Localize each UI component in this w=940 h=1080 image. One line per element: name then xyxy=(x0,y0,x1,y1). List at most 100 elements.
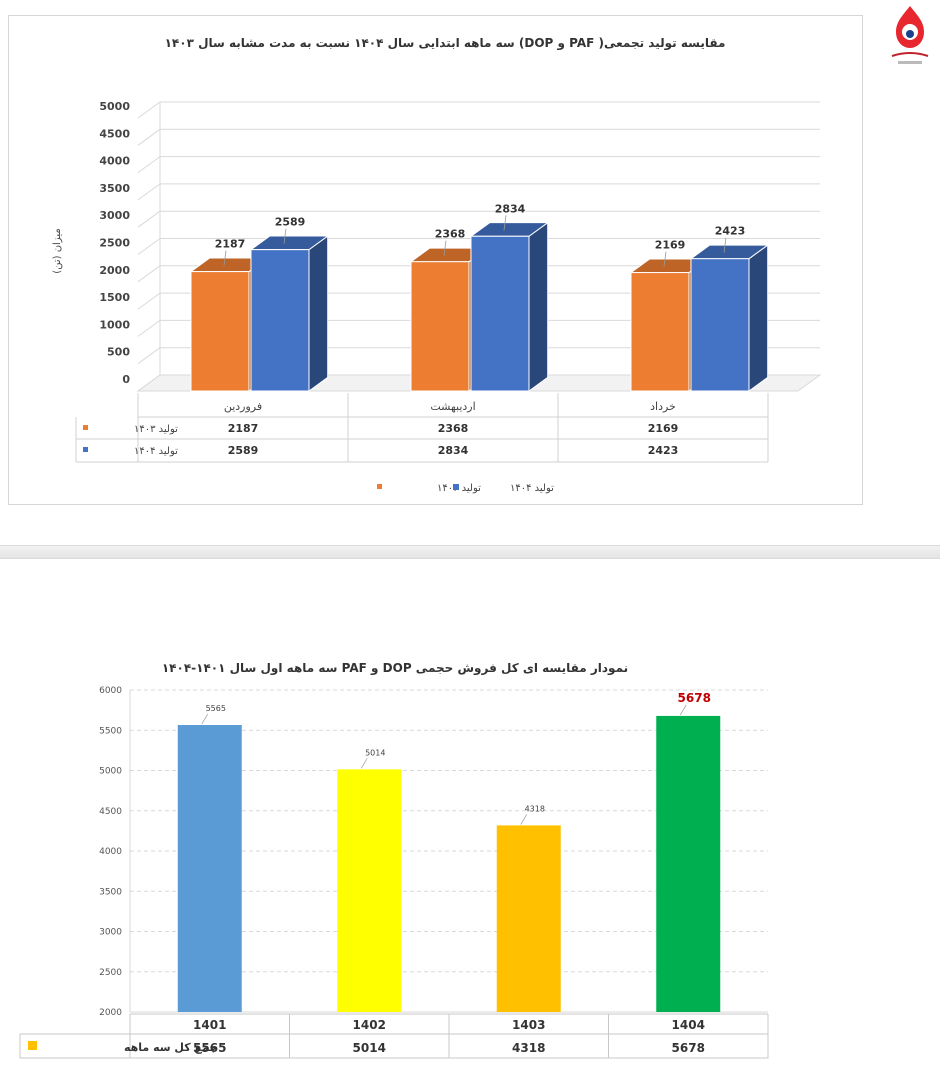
table-cell: 5565 xyxy=(193,1041,226,1055)
data-label: 5678 xyxy=(678,691,711,705)
data-label: 2368 xyxy=(435,228,466,241)
chart1-title: مقایسه تولید تجمعی( PAF و DOP) سه ماهه ا… xyxy=(165,36,726,51)
chart1-legend: تولید ۱۴۰۳ تولید ۱۴۰۴ xyxy=(377,483,554,494)
x-category-label: 1402 xyxy=(353,1018,386,1032)
data-label-leader xyxy=(283,228,287,244)
table-cell: 2589 xyxy=(228,444,259,457)
x-category-label: 1403 xyxy=(512,1018,545,1032)
table-cell: 2169 xyxy=(648,422,679,435)
table-cell: 2834 xyxy=(438,444,469,457)
table-cell: 2368 xyxy=(438,422,469,435)
x-category-label: 1401 xyxy=(193,1018,226,1032)
gridline-side xyxy=(137,183,161,201)
y-tick-label: 4000 xyxy=(99,155,130,168)
y-tick-label: 3000 xyxy=(99,209,130,222)
y-tick-label: 3500 xyxy=(99,887,122,897)
table-cell: 5678 xyxy=(672,1041,705,1055)
company-logo xyxy=(891,6,929,64)
separator-band xyxy=(0,545,940,559)
table-series-label: تولید ۱۴۰۳ xyxy=(134,424,178,435)
y-tick-label: 5000 xyxy=(99,100,130,113)
gridline-side xyxy=(137,292,161,310)
table-cell: 2187 xyxy=(228,422,259,435)
y-tick-label: 2000 xyxy=(99,1008,122,1018)
data-label: 4318 xyxy=(525,804,545,813)
y-tick-label: 3500 xyxy=(99,182,130,195)
bar-side xyxy=(528,221,549,392)
y-tick-label: 1000 xyxy=(99,318,130,331)
bar xyxy=(690,258,750,392)
bar xyxy=(630,272,690,392)
gridline-side xyxy=(137,156,161,174)
bar xyxy=(177,725,242,1012)
data-label-leader xyxy=(679,704,687,716)
bar xyxy=(470,235,530,392)
x-category-label: 1404 xyxy=(672,1018,705,1032)
legend-label: تولید ۱۴۰۴ xyxy=(510,483,554,494)
table-legend-key xyxy=(83,447,88,452)
chart1-bars: 2187 2589 2368 2834 2169 2423 xyxy=(189,202,770,392)
x-category-label: اردیبهشت xyxy=(430,400,475,413)
bar xyxy=(190,271,250,392)
table-series-label: تولید ۱۴۰۴ xyxy=(134,446,178,457)
data-label-leader xyxy=(723,237,727,253)
table-legend-key xyxy=(28,1041,37,1050)
y-tick-label: 4000 xyxy=(99,847,122,857)
gridline-side xyxy=(137,128,161,146)
gridline-side xyxy=(137,265,161,283)
data-label: 2423 xyxy=(715,225,746,238)
data-label: 2169 xyxy=(655,239,686,252)
y-tick-label: 5500 xyxy=(99,726,122,736)
gridline-side xyxy=(137,101,161,119)
chart2-title: نمودار مقایسه ای کل فروش حجمی DOP و PAF … xyxy=(162,661,628,676)
gridline-side xyxy=(137,238,161,255)
table-legend-key xyxy=(83,425,88,430)
x-category-label: فروردین xyxy=(224,400,262,413)
chart1-data-table: فروردین اردیبهشت خرداد تولید ۱۴۰۳ 2187 2368 21… xyxy=(75,393,769,463)
bar-side xyxy=(748,244,769,392)
data-label-leader xyxy=(443,240,447,256)
table-cell: 2423 xyxy=(648,444,679,457)
table-series-label: جمع کل سه ماهه xyxy=(124,1041,217,1054)
chart1-y-axis: 0 500 1000 1500 2000 2500 3000 3500 4000 4500 5000 xyxy=(99,100,130,386)
y-tick-label: 500 xyxy=(107,346,130,359)
y-tick-label: 2500 xyxy=(99,237,130,250)
bar xyxy=(250,249,310,392)
data-label: 2589 xyxy=(275,216,306,229)
y-tick-label: 5000 xyxy=(99,767,122,777)
chart1-ylabel: میزان (تن) xyxy=(52,228,63,273)
data-label-leader xyxy=(520,814,528,825)
bar-side xyxy=(308,235,329,392)
table-cell: 4318 xyxy=(512,1041,545,1055)
data-label: 5565 xyxy=(206,704,226,713)
data-label: 2187 xyxy=(215,238,246,251)
data-label-leader xyxy=(503,215,507,231)
legend-label: تولید ۱۴۰۳ xyxy=(437,483,481,494)
bar xyxy=(496,825,561,1012)
data-label-leader xyxy=(201,713,209,725)
bar xyxy=(337,769,402,1012)
bar xyxy=(656,715,721,1012)
gridline-side xyxy=(137,319,161,337)
y-tick-label: 2500 xyxy=(99,968,122,978)
y-tick-label: 0 xyxy=(122,373,130,386)
legend-key xyxy=(377,484,382,489)
chart2-y-axis: 2000 2500 3000 3500 4000 4500 5000 5500 6000 xyxy=(99,686,122,1018)
bar xyxy=(410,261,470,392)
legend-key xyxy=(453,484,459,490)
y-tick-label: 6000 xyxy=(99,686,122,696)
data-label: 5014 xyxy=(365,748,385,757)
x-category-label: خرداد xyxy=(650,400,676,413)
data-label-leader xyxy=(360,758,368,769)
y-tick-label: 4500 xyxy=(99,807,122,817)
table-cell: 5014 xyxy=(353,1041,386,1055)
gridline-side xyxy=(137,210,161,228)
y-tick-label: 2000 xyxy=(99,264,130,277)
data-label-leader xyxy=(223,250,227,266)
chart2-data-table: 1401 5565 1402 5014 1403 4318 1404 5678 جمع کل س… xyxy=(19,1013,769,1059)
chart2-svg: نمودار مقایسه ای کل فروش حجمی DOP و PAF … xyxy=(19,661,769,1059)
y-tick-label: 1500 xyxy=(99,291,130,304)
gridline-side xyxy=(137,347,161,365)
data-label: 2834 xyxy=(495,202,526,215)
chart1-svg: مقایسه تولید تجمعی( PAF و DOP) سه ماهه ا… xyxy=(52,36,822,494)
